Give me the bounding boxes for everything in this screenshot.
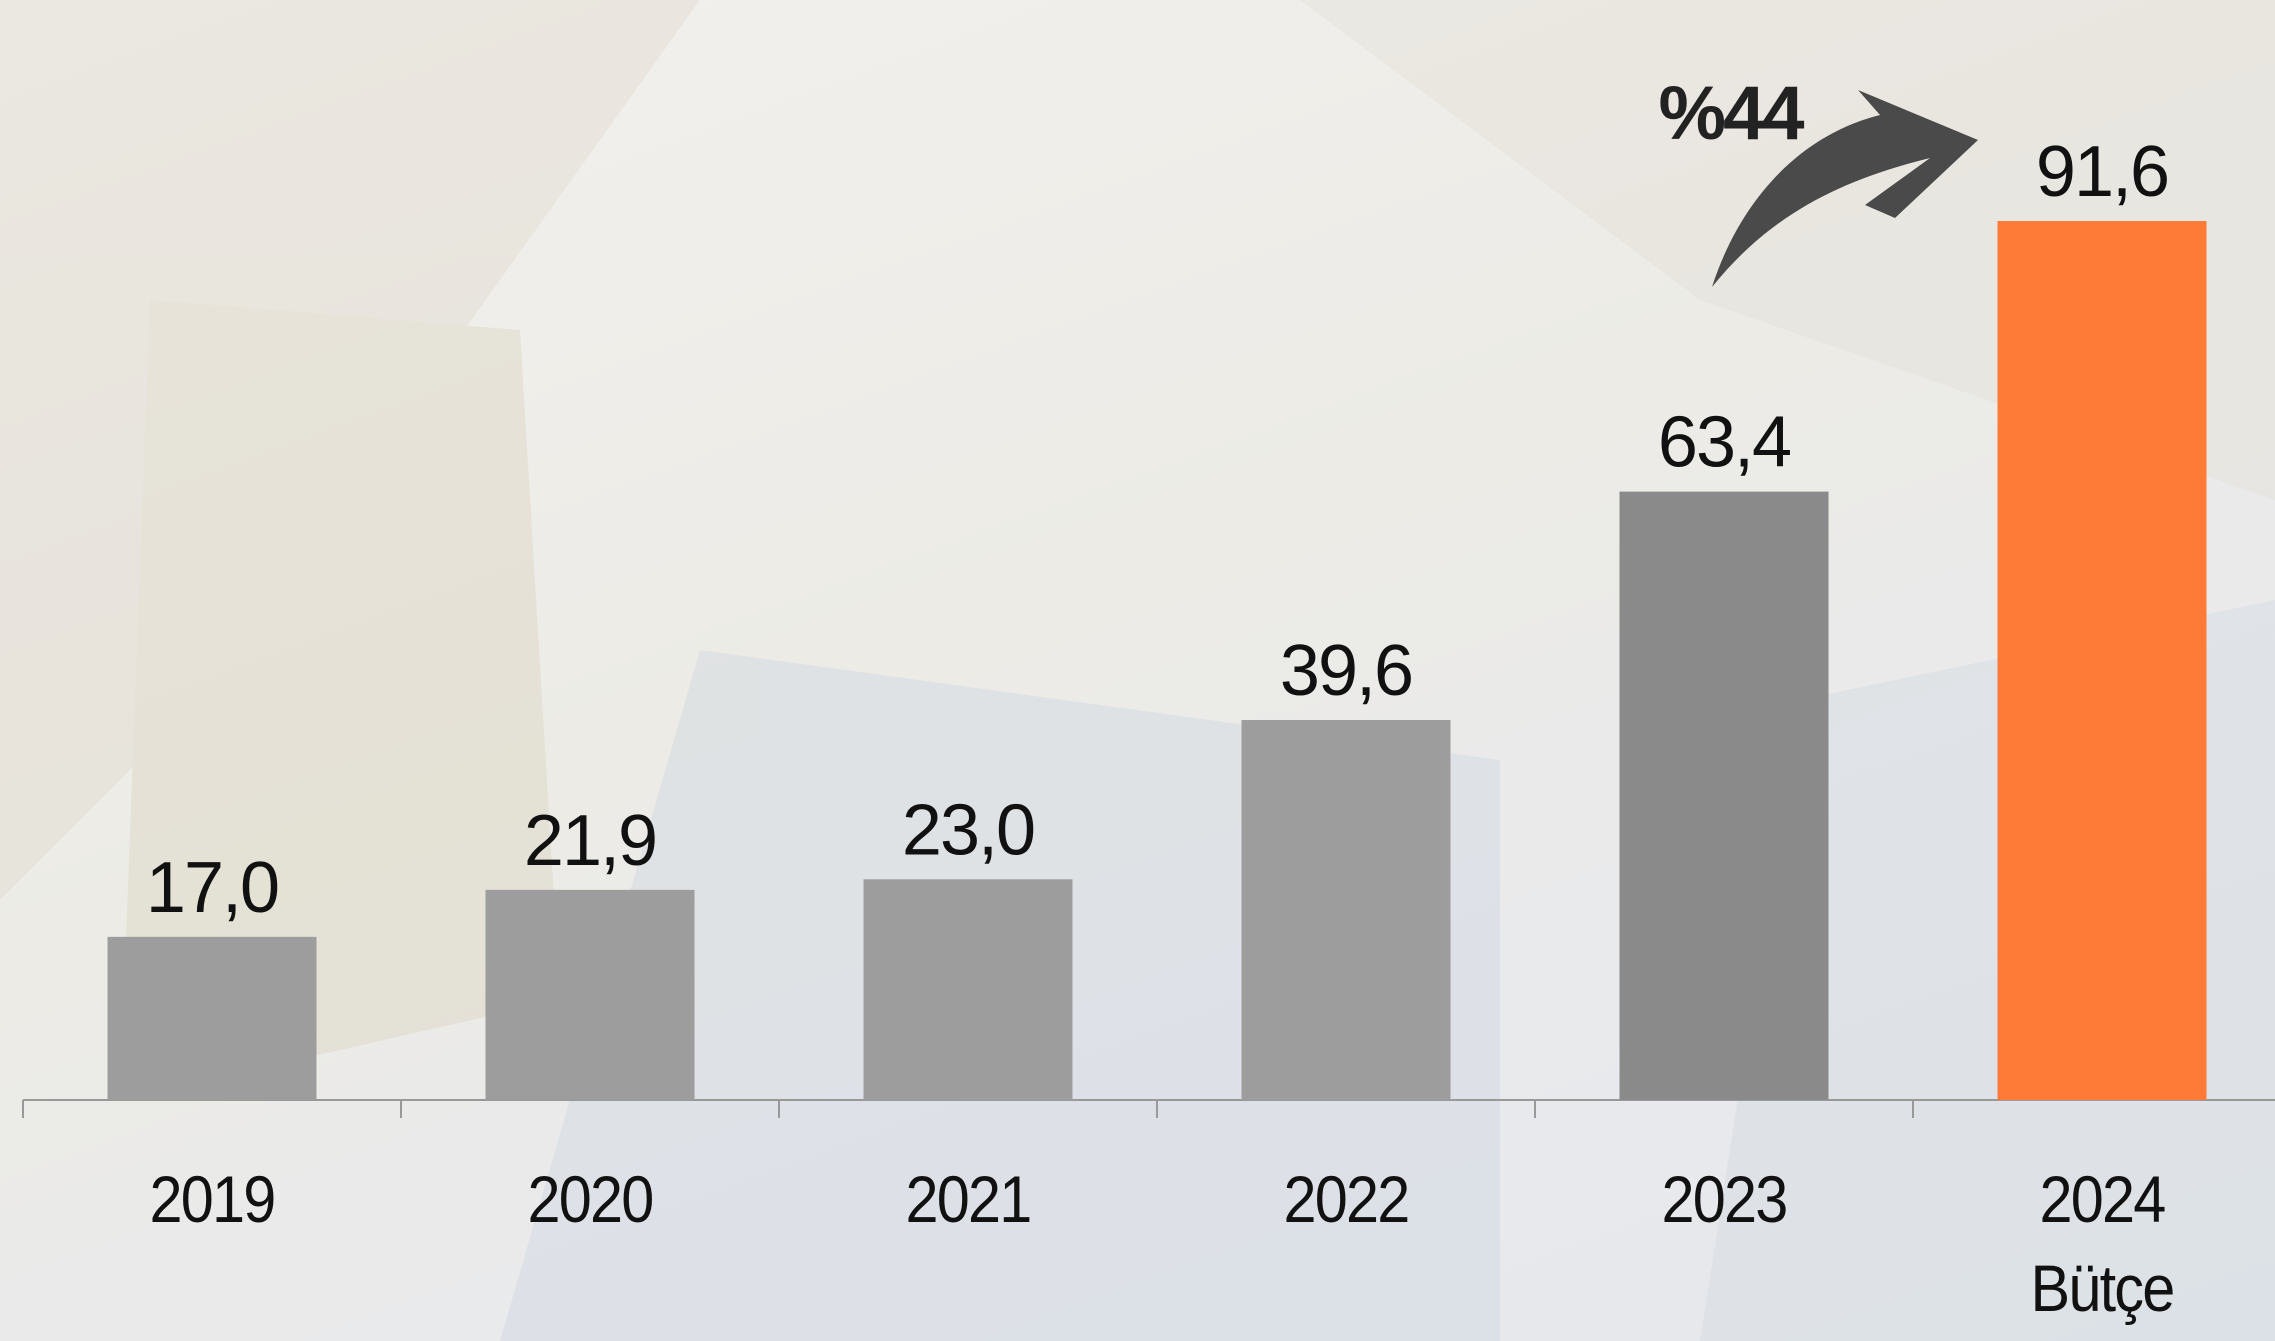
bar <box>1619 491 1829 1101</box>
growth-arrow <box>1712 90 1978 287</box>
value-label: 23,0 <box>902 790 1034 870</box>
value-label: 21,9 <box>524 801 656 881</box>
bar <box>1997 221 2207 1100</box>
x-tick-label: 2022 <box>1283 1162 1411 1236</box>
x-tick-label: 2020 <box>527 1162 655 1236</box>
bar <box>863 879 1073 1100</box>
x-tick-label: 2023 <box>1661 1162 1789 1236</box>
x-tick-label: 2019 <box>149 1162 277 1236</box>
x-tick-label: 2021 <box>905 1162 1033 1236</box>
value-label: 17,0 <box>146 848 278 928</box>
value-label: 63,4 <box>1658 403 1790 483</box>
x-tick-label: 2024 Bütçe <box>2030 1162 2176 1325</box>
bar <box>107 936 317 1100</box>
annotation: %44 <box>1658 71 1804 156</box>
bar <box>1241 719 1451 1100</box>
value-label: 39,6 <box>1280 631 1412 711</box>
value-label: 91,6 <box>2036 132 2168 212</box>
bar <box>485 889 695 1100</box>
